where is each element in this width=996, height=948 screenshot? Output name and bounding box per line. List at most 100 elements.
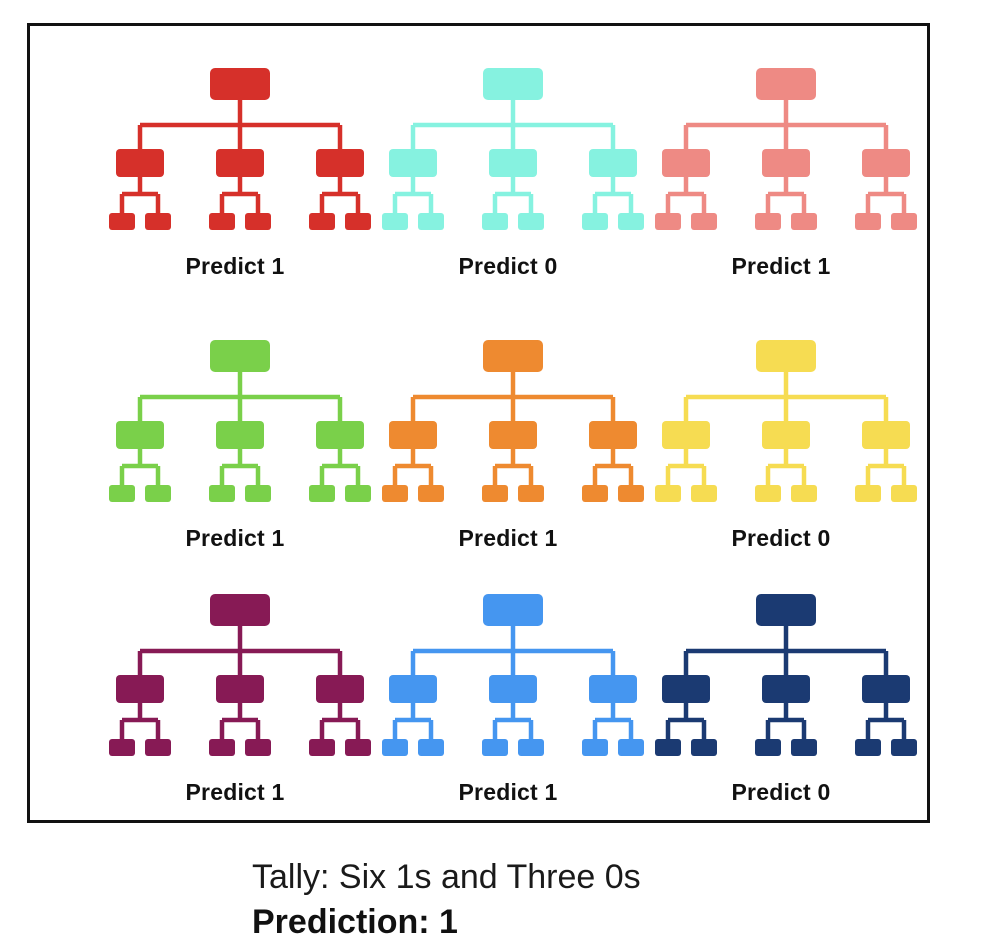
tree-prediction-label: Predict 1 xyxy=(185,779,285,805)
leaf-node xyxy=(755,739,781,756)
leaf-node xyxy=(655,739,681,756)
root-node xyxy=(756,68,816,100)
branch-node xyxy=(662,421,710,449)
root-node xyxy=(483,594,543,626)
branch-node xyxy=(116,421,164,449)
branch-node xyxy=(389,675,437,703)
leaf-node xyxy=(345,213,371,230)
leaf-node xyxy=(791,485,817,502)
root-node xyxy=(483,68,543,100)
leaf-node xyxy=(618,739,644,756)
tree-9: Predict 0 xyxy=(651,589,917,829)
leaf-node xyxy=(618,485,644,502)
tree-hierarchy-icon xyxy=(655,594,917,756)
tally-text: Tally: Six 1s and Three 0s xyxy=(252,858,641,896)
branch-node xyxy=(389,149,437,177)
leaf-node xyxy=(855,739,881,756)
leaf-node xyxy=(245,739,271,756)
leaf-node xyxy=(518,485,544,502)
branch-node xyxy=(316,421,364,449)
root-node xyxy=(210,68,270,100)
tree-prediction-label: Predict 1 xyxy=(185,253,285,279)
root-node xyxy=(210,594,270,626)
leaf-node xyxy=(618,213,644,230)
leaf-node xyxy=(855,213,881,230)
leaf-node xyxy=(791,213,817,230)
leaf-node xyxy=(691,213,717,230)
leaf-node xyxy=(109,485,135,502)
tree-prediction-label: Predict 1 xyxy=(458,525,558,551)
branch-node xyxy=(116,149,164,177)
leaf-node xyxy=(109,213,135,230)
tree-hierarchy-icon xyxy=(382,68,644,230)
tree-prediction-label: Predict 1 xyxy=(458,779,558,805)
leaf-node xyxy=(209,213,235,230)
tree-4: Predict 1 xyxy=(105,335,371,575)
leaf-node xyxy=(891,213,917,230)
leaf-node xyxy=(855,485,881,502)
tree-prediction-label: Predict 1 xyxy=(185,525,285,551)
tree-8: Predict 1 xyxy=(378,589,644,829)
tree-prediction-label: Predict 0 xyxy=(458,253,558,279)
tree-6: Predict 0 xyxy=(651,335,917,575)
leaf-node xyxy=(891,485,917,502)
leaf-node xyxy=(245,485,271,502)
root-node xyxy=(756,340,816,372)
leaf-node xyxy=(691,485,717,502)
branch-node xyxy=(862,675,910,703)
tree-1: Predict 1 xyxy=(105,63,371,303)
branch-node xyxy=(316,149,364,177)
leaf-node xyxy=(245,213,271,230)
leaf-node xyxy=(755,213,781,230)
root-node xyxy=(210,340,270,372)
leaf-node xyxy=(382,213,408,230)
tree-5: Predict 1 xyxy=(378,335,644,575)
leaf-node xyxy=(482,485,508,502)
leaf-node xyxy=(791,739,817,756)
branch-node xyxy=(316,675,364,703)
branch-node xyxy=(489,675,537,703)
leaf-node xyxy=(418,213,444,230)
branch-node xyxy=(762,421,810,449)
branch-node xyxy=(662,149,710,177)
tree-hierarchy-icon xyxy=(382,594,644,756)
branch-node xyxy=(116,675,164,703)
leaf-node xyxy=(345,739,371,756)
tree-hierarchy-icon xyxy=(109,594,371,756)
tree-7: Predict 1 xyxy=(105,589,371,829)
branch-node xyxy=(489,421,537,449)
tree-hierarchy-icon xyxy=(109,340,371,502)
leaf-node xyxy=(345,485,371,502)
leaf-node xyxy=(145,739,171,756)
leaf-node xyxy=(482,739,508,756)
leaf-node xyxy=(518,213,544,230)
leaf-node xyxy=(109,739,135,756)
leaf-node xyxy=(145,213,171,230)
branch-node xyxy=(216,421,264,449)
branch-node xyxy=(762,675,810,703)
branch-node xyxy=(762,149,810,177)
branch-node xyxy=(589,675,637,703)
root-node xyxy=(756,594,816,626)
leaf-node xyxy=(655,485,681,502)
tree-hierarchy-icon xyxy=(382,340,644,502)
leaf-node xyxy=(518,739,544,756)
leaf-node xyxy=(309,213,335,230)
tree-prediction-label: Predict 0 xyxy=(731,779,831,805)
leaf-node xyxy=(482,213,508,230)
tree-prediction-label: Predict 0 xyxy=(731,525,831,551)
leaf-node xyxy=(418,485,444,502)
leaf-node xyxy=(309,485,335,502)
leaf-node xyxy=(382,739,408,756)
leaf-node xyxy=(655,213,681,230)
tree-hierarchy-icon xyxy=(655,68,917,230)
branch-node xyxy=(662,675,710,703)
branch-node xyxy=(389,421,437,449)
branch-node xyxy=(216,675,264,703)
trees-panel: Predict 1 Predict 0 Predict 1 Predict 1 … xyxy=(27,23,930,823)
leaf-node xyxy=(209,739,235,756)
leaf-node xyxy=(309,739,335,756)
leaf-node xyxy=(582,485,608,502)
final-prediction: Prediction: 1 xyxy=(252,903,458,941)
leaf-node xyxy=(891,739,917,756)
